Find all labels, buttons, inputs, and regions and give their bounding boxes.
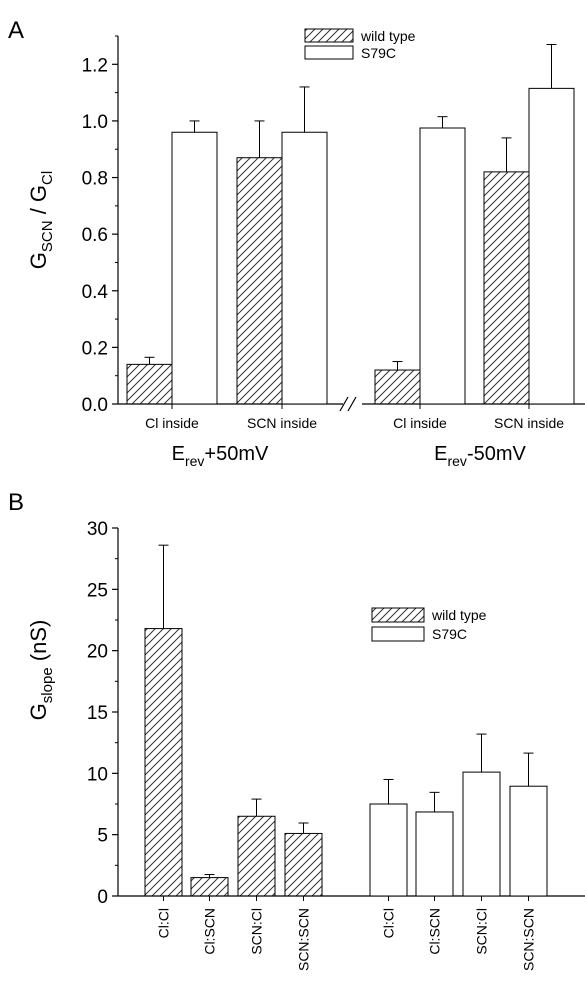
chart-b-bar-s79c [415, 811, 454, 897]
chart-a-legend-swatch-wildtype [304, 28, 354, 43]
panel-b-letter: B [8, 489, 24, 516]
chart-a-y-tick-label: 0.8 [82, 169, 108, 190]
panel-a-letter: A [8, 17, 24, 44]
chart-a-category-label: SCN inside [247, 415, 317, 431]
chart-a-bar-wildtype [374, 369, 421, 405]
chart-a-group-label: Erev+50mV [172, 443, 269, 469]
chart-a-bar-s79c [528, 87, 575, 405]
chart-a-y-tick-label: 1.2 [82, 55, 108, 76]
chart-a-y-tick-label: 0.6 [82, 225, 108, 246]
chart-a-axis-break [347, 396, 357, 412]
chart-b-bar-s79c [509, 785, 548, 897]
chart-b-category-label: SCN:SCN [296, 908, 312, 971]
chart-b-bar-s79c [462, 771, 501, 897]
chart-b-bar-wildtype [284, 832, 323, 897]
chart-b-bar-s79c [369, 803, 408, 897]
chart-a-category-label: SCN inside [494, 415, 564, 431]
chart-a-y-tick-label: 0.4 [82, 282, 109, 303]
chart-b-category-label: SCN:Cl [474, 908, 490, 955]
chart-a-group-label: Erev-50mV [434, 443, 526, 469]
chart-b-y-tick-label: 30 [87, 519, 108, 540]
chart-b-ylabel: Gslope (nS) [26, 620, 56, 721]
chart-b-y-tick-label: 25 [87, 580, 108, 601]
chart-a-y-tick-label: 0.2 [82, 338, 108, 359]
chart-b-category-label: Cl:Cl [381, 908, 397, 938]
chart-b-category-label: SCN:SCN [521, 908, 537, 971]
chart-b-legend-swatch-wildtype [371, 607, 425, 623]
chart-b-bar-wildtype [190, 877, 229, 897]
chart-b-y-tick-label: 20 [87, 642, 108, 663]
chart-a-category-label: Cl inside [393, 415, 447, 431]
chart-a-bar-s79c [419, 127, 466, 405]
chart-a-bar-s79c [171, 131, 218, 405]
chart-a-ylabel: GSCN / GCl [26, 171, 56, 269]
chart-a-legend-swatch-s79c [304, 45, 354, 60]
chart-b-category-label: Cl:Cl [156, 908, 172, 938]
chart-a-bar-wildtype [236, 157, 283, 405]
chart-a-bar-wildtype [483, 171, 530, 405]
chart-b-legend-label: S79C [432, 626, 467, 642]
chart-b-bar-wildtype [237, 815, 276, 897]
chart-b-bar-wildtype [144, 628, 183, 897]
chart-b-legend-label: wild type [431, 607, 487, 623]
chart-b-y-tick-label: 10 [87, 764, 108, 785]
chart-b-y-tick-label: 15 [87, 703, 108, 724]
chart-a-bar-wildtype [126, 363, 173, 405]
chart-a: GSCN / GCl 0.0 0.2 0.4 0.6 0.8 1.0 1.2 Cl insid… [26, 28, 585, 469]
chart-b-category-label: Cl:SCN [202, 908, 218, 955]
chart-a-y-tick-label: 0.0 [82, 395, 108, 416]
chart-b-category-label: Cl:SCN [427, 908, 443, 955]
chart-a-category-label: Cl inside [145, 415, 199, 431]
chart-a-legend-label: S79C [361, 45, 396, 61]
chart-b: Gslope (nS) 0 5 10 15 20 25 30 Cl:Cl Cl:SCN SCN:C… [26, 519, 585, 971]
chart-b-legend-swatch-s79c [371, 626, 425, 642]
chart-b-y-tick-label: 5 [97, 826, 108, 847]
chart-a-axis-break [339, 396, 349, 412]
chart-b-category-label: SCN:Cl [249, 908, 265, 955]
chart-a-legend-label: wild type [360, 28, 416, 44]
chart-a-y-tick-label: 1.0 [82, 112, 108, 133]
chart-a-bar-s79c [281, 131, 328, 405]
chart-b-y-tick-label: 0 [97, 887, 108, 908]
